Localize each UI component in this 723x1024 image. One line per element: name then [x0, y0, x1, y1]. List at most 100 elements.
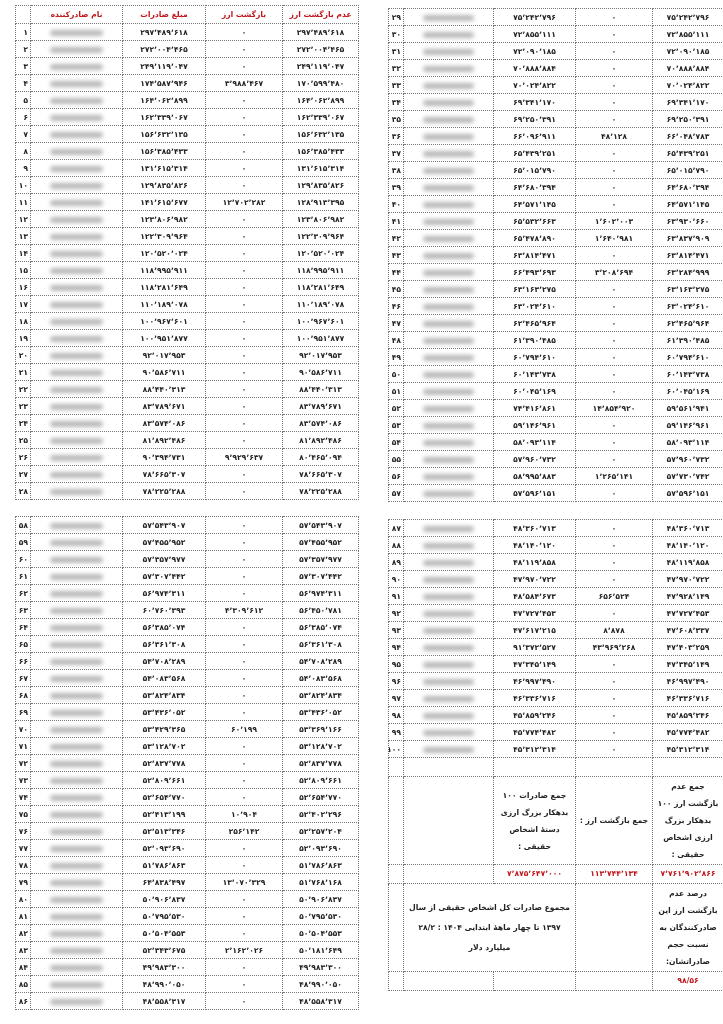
row-number: ۴۲: [388, 229, 404, 247]
row-number: ۵: [15, 91, 31, 109]
currency-returned: ۰: [575, 178, 653, 196]
export-amount: ۷۵٬۲۴۲٬۷۹۶: [493, 8, 576, 26]
table-row: ۶۴ ۵۶٬۳۸۵٬۰۷۴ ۰ ۵۶٬۳۸۵٬۰۷۴: [15, 618, 359, 636]
exporter-name-redacted: [30, 771, 123, 789]
currency-not-returned: ۷۸٬۲۲۵٬۲۸۸: [282, 482, 359, 500]
blurred-name: [50, 216, 103, 223]
blurred-name: [423, 593, 474, 600]
export-amount: ۲۷۲٬۰۰۴٬۴۶۵: [122, 40, 206, 58]
currency-returned: ۰: [205, 788, 283, 806]
currency-returned: ۰: [575, 195, 653, 213]
row-number: ۸۳: [15, 941, 31, 959]
blurred-name: [50, 522, 103, 529]
export-amount: ۵۶٬۹۷۴٬۳۱۱: [122, 584, 206, 602]
row-number: ۹۴: [388, 638, 404, 656]
exporter-name-redacted: [30, 227, 123, 245]
exporter-name-redacted: [403, 689, 494, 707]
row-number: ۸۶: [15, 992, 31, 1010]
table-row: ۹۶ ۴۶٬۹۹۷٬۴۹۰ ۰ ۴۶٬۹۹۷٬۴۹۰: [388, 672, 723, 690]
blurred-name: [50, 675, 103, 682]
export-amount: ۸۸٬۴۴۰٬۳۱۳: [122, 380, 206, 398]
blurred-name: [50, 284, 103, 291]
currency-returned: ۰: [575, 416, 653, 434]
blurred-name: [423, 354, 474, 361]
table-row: ۳۳ ۷۰٬۰۲۴٬۸۲۲ ۰ ۷۰٬۰۲۴٬۸۲۲: [388, 76, 723, 94]
export-amount: ۴۸٬۹۹۰٬۰۵۰: [122, 975, 206, 993]
exporter-name-redacted: [30, 635, 123, 653]
blurred-name: [423, 661, 474, 668]
blurred-name: [50, 131, 103, 138]
blurred-name: [50, 590, 103, 597]
row-number: ۶۷: [15, 669, 31, 687]
blurred-name: [50, 862, 103, 869]
total-exports-value: ۷٬۸۷۵٬۶۴۷٬۰۰۰: [493, 864, 576, 884]
blurred-name: [50, 709, 103, 716]
currency-not-returned: ۱۳۱٬۶۱۵٬۳۱۴: [282, 159, 359, 177]
table-header-row: نام صادرکننده مبلغ صادرات بازگشت ارز عدم…: [15, 5, 359, 24]
exporter-name-redacted: [403, 655, 494, 673]
table-row: ۲۸ ۷۸٬۲۲۵٬۲۸۸ ۰ ۷۸٬۲۲۵٬۲۸۸: [15, 482, 359, 500]
row-number: ۴۶: [388, 297, 404, 315]
table-row: ۹ ۱۳۱٬۶۱۵٬۳۱۴ ۰ ۱۳۱٬۶۱۵٬۳۱۴: [15, 159, 359, 177]
currency-returned: ۰: [575, 348, 653, 366]
export-amount: ۵۲٬۸۰۹٬۶۶۱: [122, 771, 206, 789]
row-number: ۳۴: [388, 93, 404, 111]
exporter-name-redacted: [30, 788, 123, 806]
header-currency-returned: بازگشت ارز: [205, 5, 283, 24]
row-number: ۷۴: [15, 788, 31, 806]
export-amount: ۵۱٬۷۸۶٬۸۶۳: [122, 856, 206, 874]
table-row: ۲۰ ۹۲٬۰۱۷٬۹۵۳ ۰ ۹۲٬۰۱۷٬۹۵۳: [15, 346, 359, 364]
exporter-name-redacted: [403, 246, 494, 264]
currency-not-returned: ۵۰٬۷۹۵٬۵۳۰: [282, 907, 359, 925]
currency-returned: ۲٬۱۶۲٬۰۲۶: [205, 941, 283, 959]
blurred-name: [423, 82, 474, 89]
export-amount: ۱۲۰٬۵۲۰٬۰۲۴: [122, 244, 206, 262]
export-amount: ۷۸٬۶۶۵٬۳۰۷: [122, 465, 206, 483]
exporter-name-redacted: [30, 176, 123, 194]
row-number: ۸۰: [15, 890, 31, 908]
export-amount: ۶۶٬۰۹۶٬۹۱۱: [493, 127, 576, 145]
total-returned-value: ۱۱۳٬۷۴۴٬۱۳۴: [575, 864, 653, 884]
export-amount: ۴۶٬۹۹۷٬۴۹۰: [493, 672, 576, 690]
row-number: ۹۱: [388, 587, 404, 605]
currency-not-returned: ۴۸٬۱۴۰٬۱۲۰: [652, 536, 723, 554]
row-number: ۹۰: [388, 570, 404, 588]
summary-empty-row: [388, 757, 723, 777]
export-amount: ۶۰٬۱۴۳٬۷۳۸: [493, 365, 576, 383]
blurred-name: [423, 644, 474, 651]
row-number: ۱۷: [15, 295, 31, 313]
row-number: ۹۷: [388, 689, 404, 707]
exporter-name-redacted: [403, 484, 494, 502]
exporter-name-redacted: [30, 261, 123, 279]
currency-returned: ۰: [575, 450, 653, 468]
table-row: ۱۲ ۱۲۳٬۸۰۶٬۹۸۲ ۰ ۱۲۳٬۸۰۶٬۹۸۲: [15, 210, 359, 228]
table-row: ۳۹ ۶۴٬۶۸۰٬۳۹۴ ۰ ۶۴٬۶۸۰٬۳۹۴: [388, 178, 723, 196]
row-number: ۳۹: [388, 178, 404, 196]
export-amount: ۱۵۶٬۳۸۵٬۴۳۳: [122, 142, 206, 160]
table-row: ۸ ۱۵۶٬۳۸۵٬۴۳۳ ۰ ۱۵۶٬۳۸۵٬۴۳۳: [15, 142, 359, 160]
blurred-name: [423, 405, 474, 412]
export-amount: ۴۵٬۷۷۴٬۴۸۲: [493, 723, 576, 741]
export-amount: ۶۴٬۶۸۰٬۳۹۴: [493, 178, 576, 196]
table-row: ۳۰ ۷۲٬۸۵۵٬۱۱۱ ۰ ۷۲٬۸۵۵٬۱۱۱: [388, 25, 723, 43]
currency-returned: ۰: [575, 365, 653, 383]
blurred-name: [423, 439, 474, 446]
exporter-name-redacted: [403, 263, 494, 281]
exporter-name-redacted: [30, 91, 123, 109]
summary-percent-value-row: ۹۸/۵۶: [388, 971, 723, 991]
export-amount: ۲۴۹٬۱۱۹٬۰۴۷: [122, 57, 206, 75]
export-amount: ۵۷٬۵۹۶٬۱۵۱: [493, 484, 576, 502]
exporters-table-1-28: نام صادرکننده مبلغ صادرات بازگشت ارز عدم…: [15, 5, 359, 500]
export-amount: ۶۰٬۰۴۵٬۱۶۹: [493, 382, 576, 400]
currency-not-returned: ۶۰٬۱۴۳٬۷۳۸: [652, 365, 723, 383]
exporter-name-redacted: [30, 924, 123, 942]
header-currency-not-returned: عدم بازگشت ارز: [282, 5, 359, 24]
blurred-name: [50, 879, 103, 886]
currency-returned: ۰: [575, 570, 653, 588]
currency-returned: ۰: [205, 618, 283, 636]
row-number: ۶۱: [15, 567, 31, 585]
export-amount: ۵۸٬۹۹۵٬۸۸۳: [493, 467, 576, 485]
export-amount: ۸۳٬۷۸۹٬۶۷۱: [122, 397, 206, 415]
currency-returned: ۱٬۶۴۰٬۹۸۱: [575, 229, 653, 247]
export-amount: ۵۷٬۵۴۳٬۹۰۷: [122, 516, 206, 534]
